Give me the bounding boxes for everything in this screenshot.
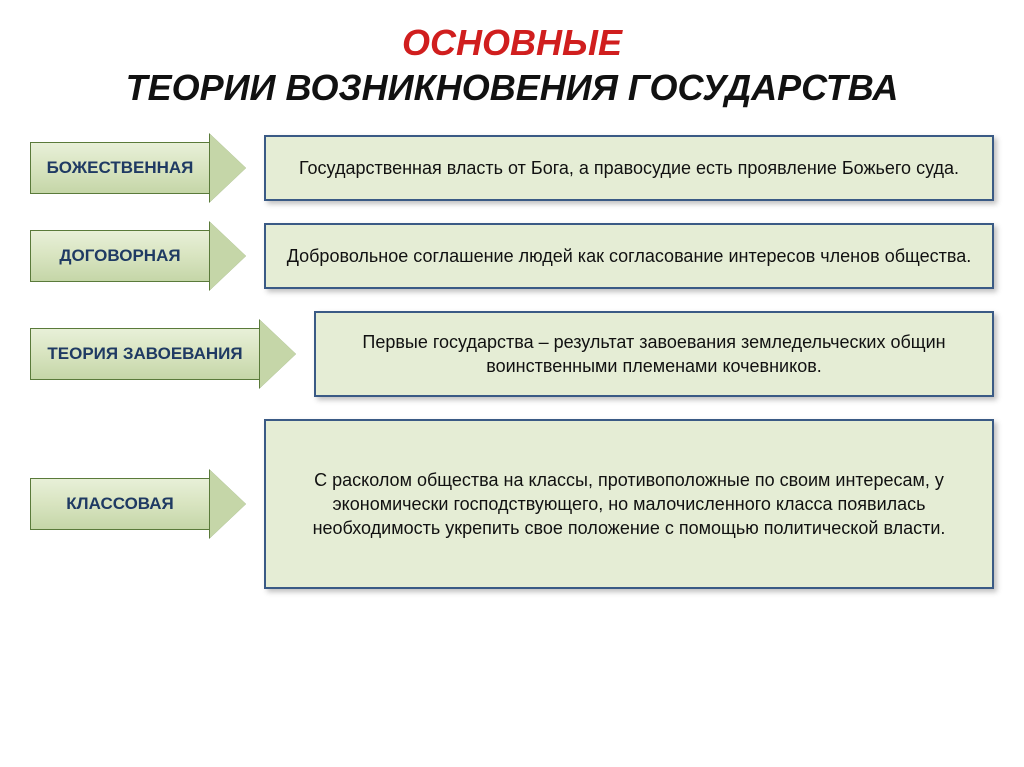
desc-conquest: Первые государства – результат завоевани…	[314, 311, 994, 397]
arrow-conquest: ТЕОРИЯ ЗАВОЕВАНИЯ	[30, 328, 296, 380]
arrow-label-contract: ДОГОВОРНАЯ	[59, 246, 180, 266]
arrow-label-class: КЛАССОВАЯ	[66, 494, 173, 514]
desc-text-contract: Добровольное соглашение людей как соглас…	[287, 244, 972, 268]
desc-contract: Добровольное соглашение людей как соглас…	[264, 223, 994, 289]
arrow-head-icon	[260, 320, 296, 388]
arrow-head-icon	[210, 470, 246, 538]
desc-text-class: С расколом общества на классы, противопо…	[284, 468, 974, 541]
row-contract: ДОГОВОРНАЯ Добровольное соглашение людей…	[30, 223, 994, 289]
rows-container: БОЖЕСТВЕННАЯ Государственная власть от Б…	[30, 135, 994, 589]
arrow-contract: ДОГОВОРНАЯ	[30, 230, 246, 282]
title-main: ОСНОВНЫЕ	[30, 20, 994, 65]
arrow-head-icon	[210, 134, 246, 202]
arrow-divine: БОЖЕСТВЕННАЯ	[30, 142, 246, 194]
desc-divine: Государственная власть от Бога, а правос…	[264, 135, 994, 201]
row-divine: БОЖЕСТВЕННАЯ Государственная власть от Б…	[30, 135, 994, 201]
row-conquest: ТЕОРИЯ ЗАВОЕВАНИЯ Первые государства – р…	[30, 311, 994, 397]
arrow-class: КЛАССОВАЯ	[30, 478, 246, 530]
diagram-title: ОСНОВНЫЕ ТЕОРИИ ВОЗНИКНОВЕНИЯ ГОСУДАРСТВ…	[30, 20, 994, 110]
desc-text-divine: Государственная власть от Бога, а правос…	[299, 156, 959, 180]
title-sub: ТЕОРИИ ВОЗНИКНОВЕНИЯ ГОСУДАРСТВА	[30, 65, 994, 110]
arrow-head-icon	[210, 222, 246, 290]
desc-class: С расколом общества на классы, противопо…	[264, 419, 994, 589]
arrow-label-conquest: ТЕОРИЯ ЗАВОЕВАНИЯ	[47, 344, 242, 364]
row-class: КЛАССОВАЯ С расколом общества на классы,…	[30, 419, 994, 589]
arrow-label-divine: БОЖЕСТВЕННАЯ	[47, 158, 194, 178]
desc-text-conquest: Первые государства – результат завоевани…	[334, 330, 974, 379]
